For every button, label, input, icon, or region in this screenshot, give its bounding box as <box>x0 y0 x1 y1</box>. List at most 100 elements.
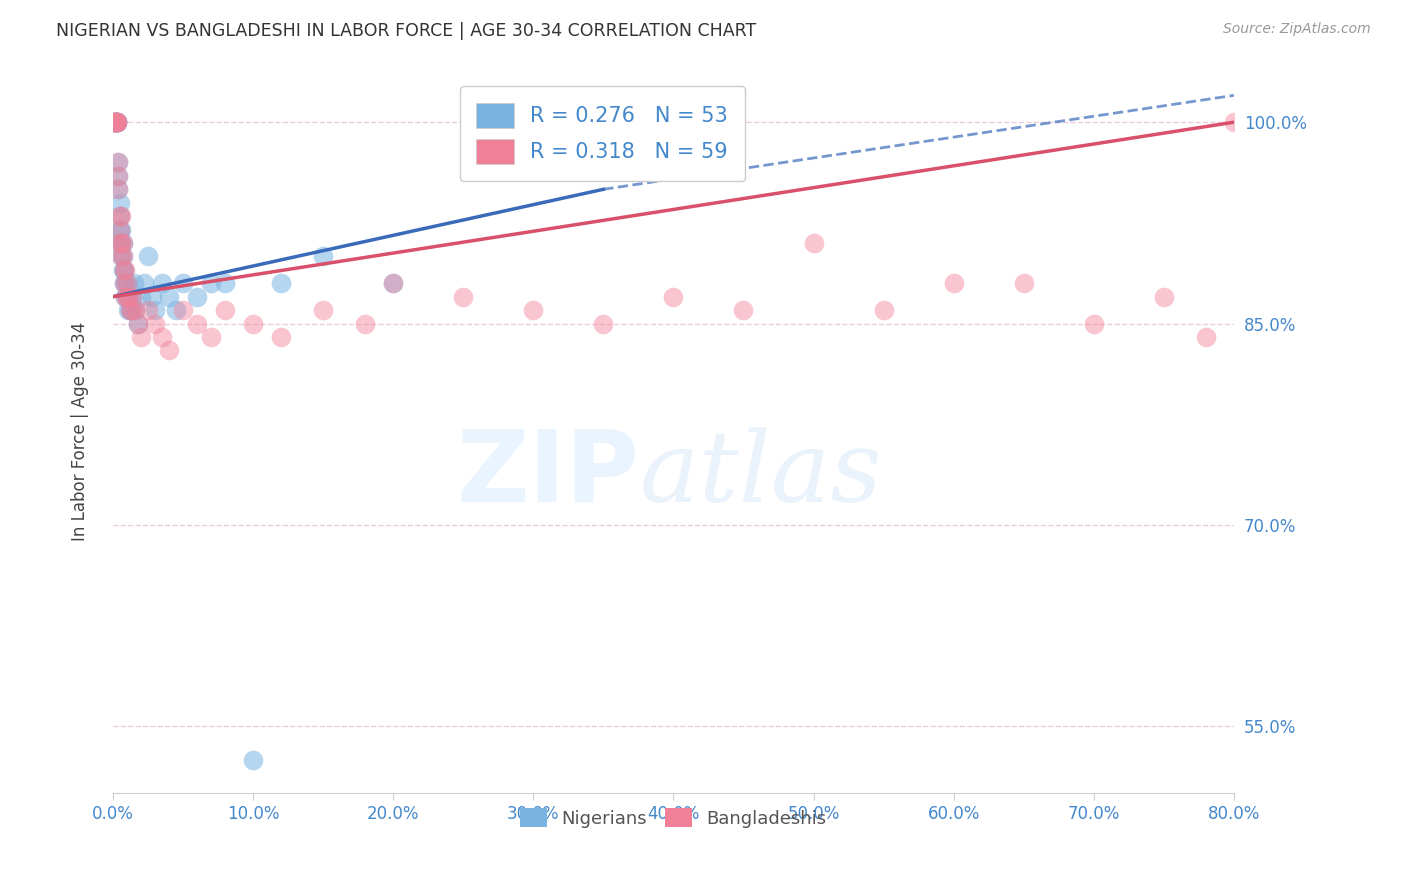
Point <box>115 277 138 291</box>
Point <box>107 169 129 183</box>
Point <box>120 303 142 318</box>
Point <box>129 330 152 344</box>
Point <box>110 235 132 250</box>
Point <box>120 303 142 318</box>
Point <box>108 222 131 236</box>
Point <box>110 249 132 263</box>
Point <box>107 155 129 169</box>
Point <box>270 330 292 344</box>
Point <box>104 115 127 129</box>
Point <box>108 235 131 250</box>
Point <box>112 263 135 277</box>
Point <box>136 303 159 318</box>
Point <box>118 303 141 318</box>
Point <box>129 290 152 304</box>
Point <box>312 303 335 318</box>
Point <box>111 235 134 250</box>
Point <box>110 249 132 263</box>
Point <box>105 115 128 129</box>
Point <box>803 235 825 250</box>
Point <box>104 115 127 129</box>
Point <box>1153 290 1175 304</box>
Point <box>1223 115 1246 129</box>
Point <box>107 182 129 196</box>
Point <box>136 249 159 263</box>
Point <box>105 115 128 129</box>
Point <box>108 209 131 223</box>
Point <box>108 209 131 223</box>
Point <box>112 263 135 277</box>
Text: atlas: atlas <box>640 426 883 522</box>
Point <box>214 277 236 291</box>
Point <box>117 290 139 304</box>
Point <box>214 303 236 318</box>
Point <box>150 330 173 344</box>
Point <box>108 222 131 236</box>
Point <box>111 249 134 263</box>
Point <box>1195 330 1218 344</box>
Point <box>354 317 377 331</box>
Point <box>157 290 180 304</box>
Point <box>104 115 127 129</box>
Point <box>157 343 180 358</box>
Text: Source: ZipAtlas.com: Source: ZipAtlas.com <box>1223 22 1371 37</box>
Text: NIGERIAN VS BANGLADESHI IN LABOR FORCE | AGE 30-34 CORRELATION CHART: NIGERIAN VS BANGLADESHI IN LABOR FORCE |… <box>56 22 756 40</box>
Point <box>127 317 149 331</box>
Point <box>108 235 131 250</box>
Point <box>105 115 128 129</box>
Point <box>121 290 143 304</box>
Point <box>186 317 208 331</box>
Point <box>103 115 125 129</box>
Point <box>114 263 136 277</box>
Point <box>104 115 127 129</box>
Point <box>105 115 128 129</box>
Point <box>103 115 125 129</box>
Point <box>124 303 146 318</box>
Point <box>132 277 155 291</box>
Point <box>1083 317 1105 331</box>
Point <box>107 169 129 183</box>
Point <box>733 303 755 318</box>
Point <box>104 115 127 129</box>
Point <box>103 115 125 129</box>
Point <box>165 303 187 318</box>
Point <box>242 317 264 331</box>
Point <box>451 290 474 304</box>
Point <box>143 303 166 318</box>
Point <box>141 290 163 304</box>
Point <box>382 277 405 291</box>
Point <box>172 303 194 318</box>
Point <box>118 303 141 318</box>
Point <box>150 277 173 291</box>
Point <box>942 277 965 291</box>
Point <box>103 115 125 129</box>
Point <box>186 290 208 304</box>
Point <box>143 317 166 331</box>
Point <box>382 277 405 291</box>
Point <box>105 115 128 129</box>
Point <box>111 235 134 250</box>
Point <box>107 182 129 196</box>
Point <box>104 115 127 129</box>
Point <box>114 290 136 304</box>
Point <box>662 290 685 304</box>
Point <box>117 303 139 318</box>
Point <box>172 277 194 291</box>
Point <box>200 330 222 344</box>
Point <box>114 277 136 291</box>
Point <box>872 303 894 318</box>
Point <box>270 277 292 291</box>
Text: ZIP: ZIP <box>457 425 640 523</box>
Point <box>1012 277 1035 291</box>
Point <box>114 290 136 304</box>
Point <box>115 290 138 304</box>
Point <box>110 209 132 223</box>
Point <box>124 303 146 318</box>
Point <box>105 115 128 129</box>
Point <box>108 195 131 210</box>
Point <box>121 290 143 304</box>
Point <box>103 115 125 129</box>
Point <box>592 317 614 331</box>
Point <box>112 277 135 291</box>
Point <box>103 115 125 129</box>
